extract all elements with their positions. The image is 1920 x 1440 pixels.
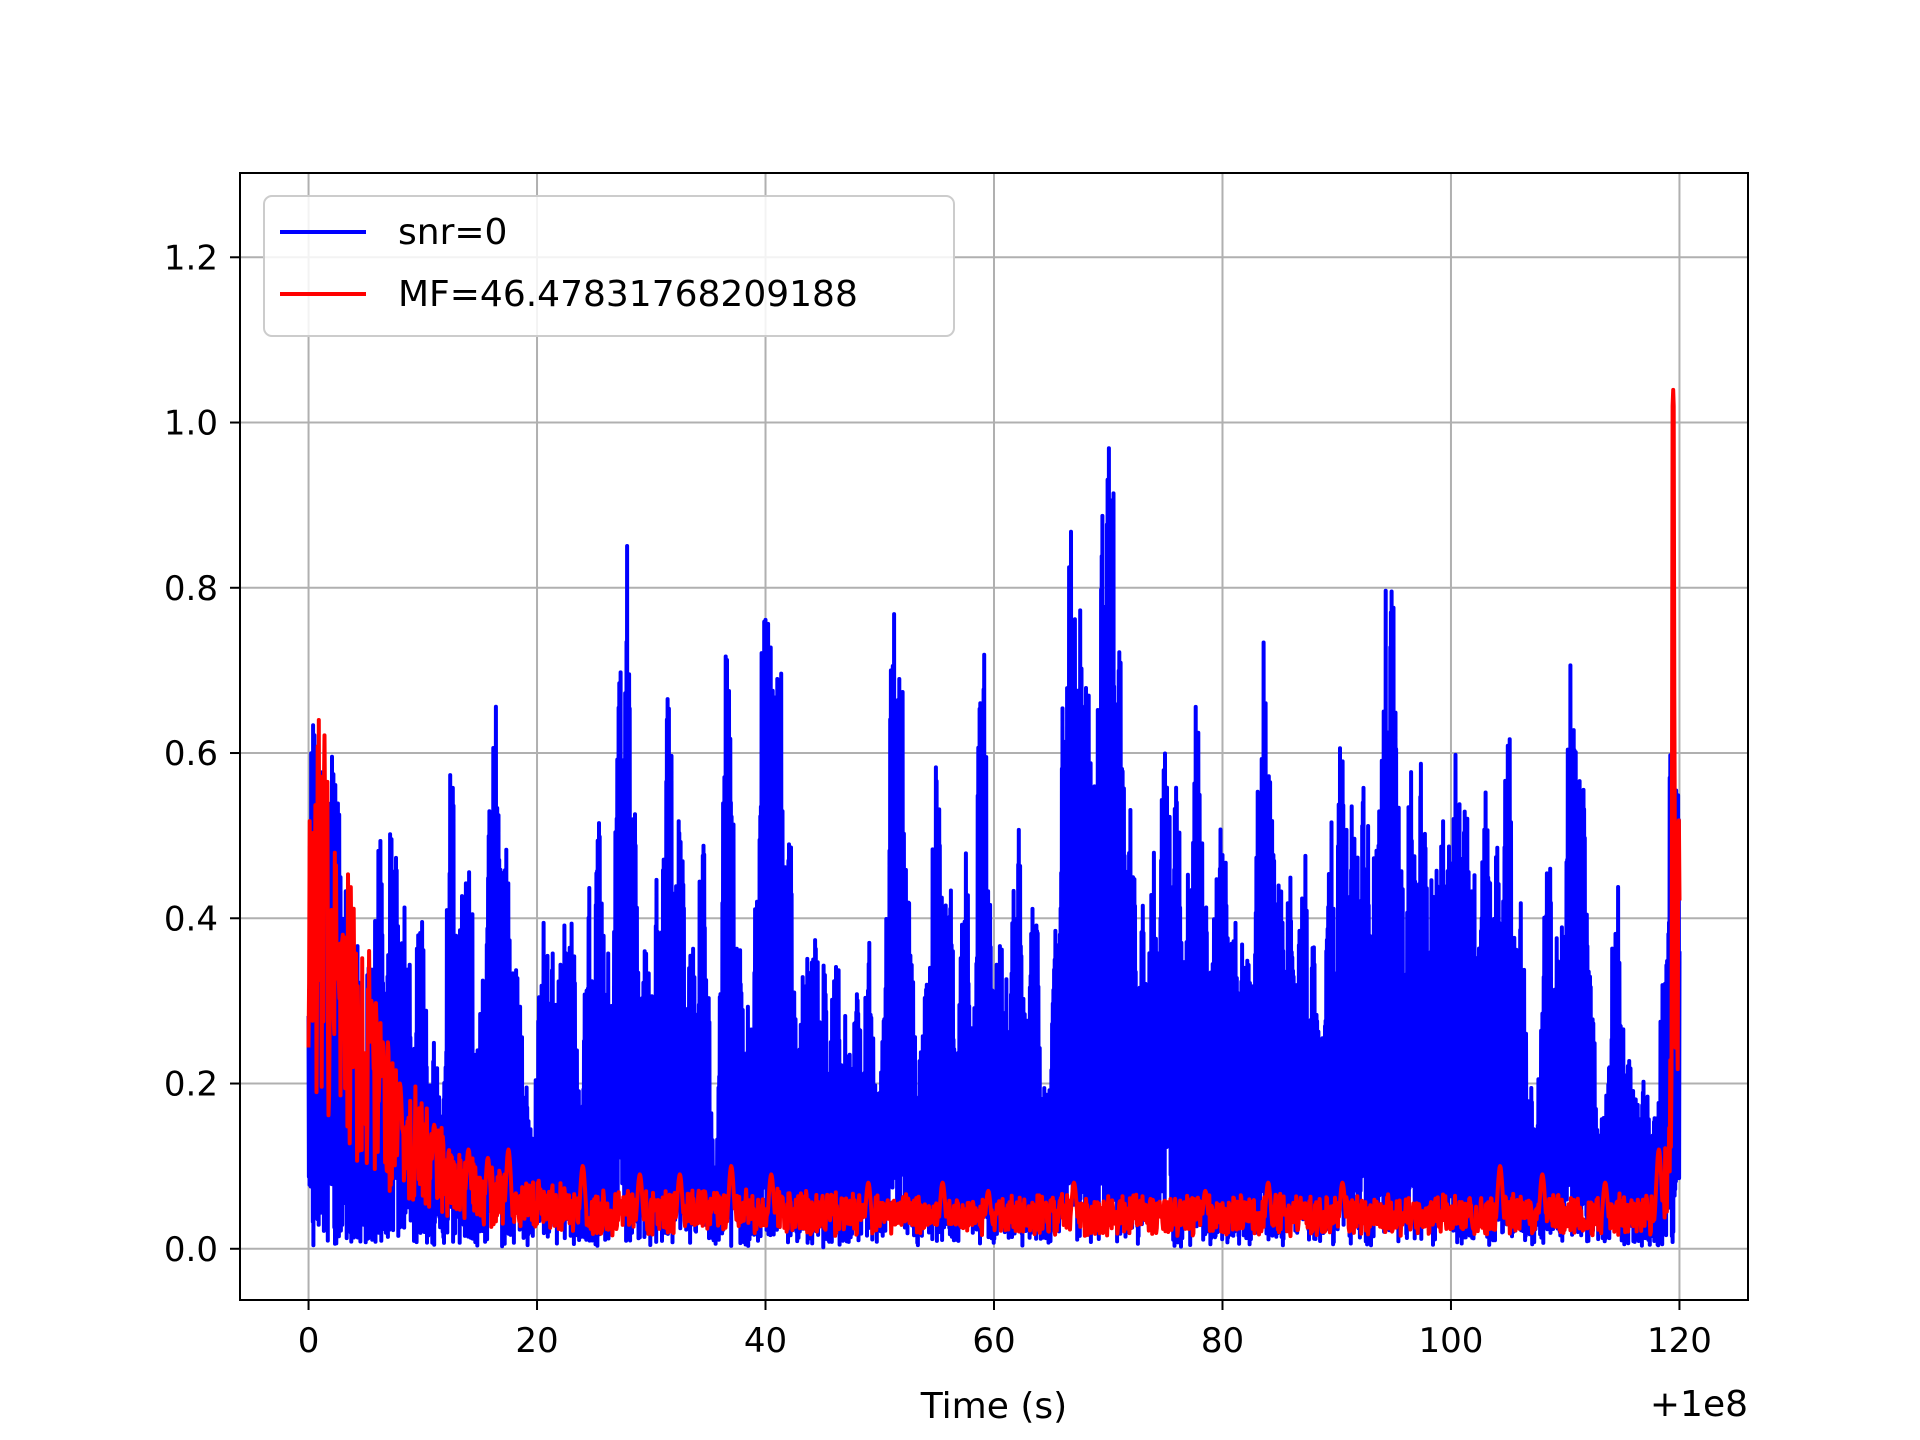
x-tick-label: 100 [1419, 1321, 1484, 1361]
series-line-mf [306, 387, 1682, 1239]
legend: snr=0 MF=46.47831768209188 [263, 195, 955, 337]
y-tick-label: 0.4 [164, 899, 218, 939]
y-tick-label: 1.0 [164, 404, 218, 444]
x-tick-label: 20 [515, 1321, 558, 1361]
series-layer [306, 387, 1682, 1250]
series-line-snr [306, 446, 1682, 1250]
x-tick-label: 40 [744, 1321, 787, 1361]
y-tick-label: 0.6 [164, 734, 218, 774]
x-tick-label: 80 [1201, 1321, 1244, 1361]
y-tick-label: 0.2 [164, 1065, 218, 1105]
y-tick-label: 0.8 [164, 569, 218, 609]
legend-label-mf: MF=46.47831768209188 [398, 274, 858, 315]
legend-box [263, 195, 955, 337]
x-tick-label: 0 [298, 1321, 320, 1361]
x-tick-label: 120 [1647, 1321, 1712, 1361]
x-tick-label: 60 [972, 1321, 1015, 1361]
x-offset-label: +1e8 [1650, 1384, 1748, 1425]
y-tick-label: 1.2 [164, 238, 218, 278]
legend-label-snr: snr=0 [398, 212, 507, 253]
ticks: 0 20 40 60 80 100 120 0.0 0.2 0.4 0.6 0.8 1.0 1.2 [164, 238, 1712, 1361]
x-axis-title: Time (s) [920, 1386, 1067, 1427]
y-tick-label: 0.0 [164, 1230, 218, 1270]
